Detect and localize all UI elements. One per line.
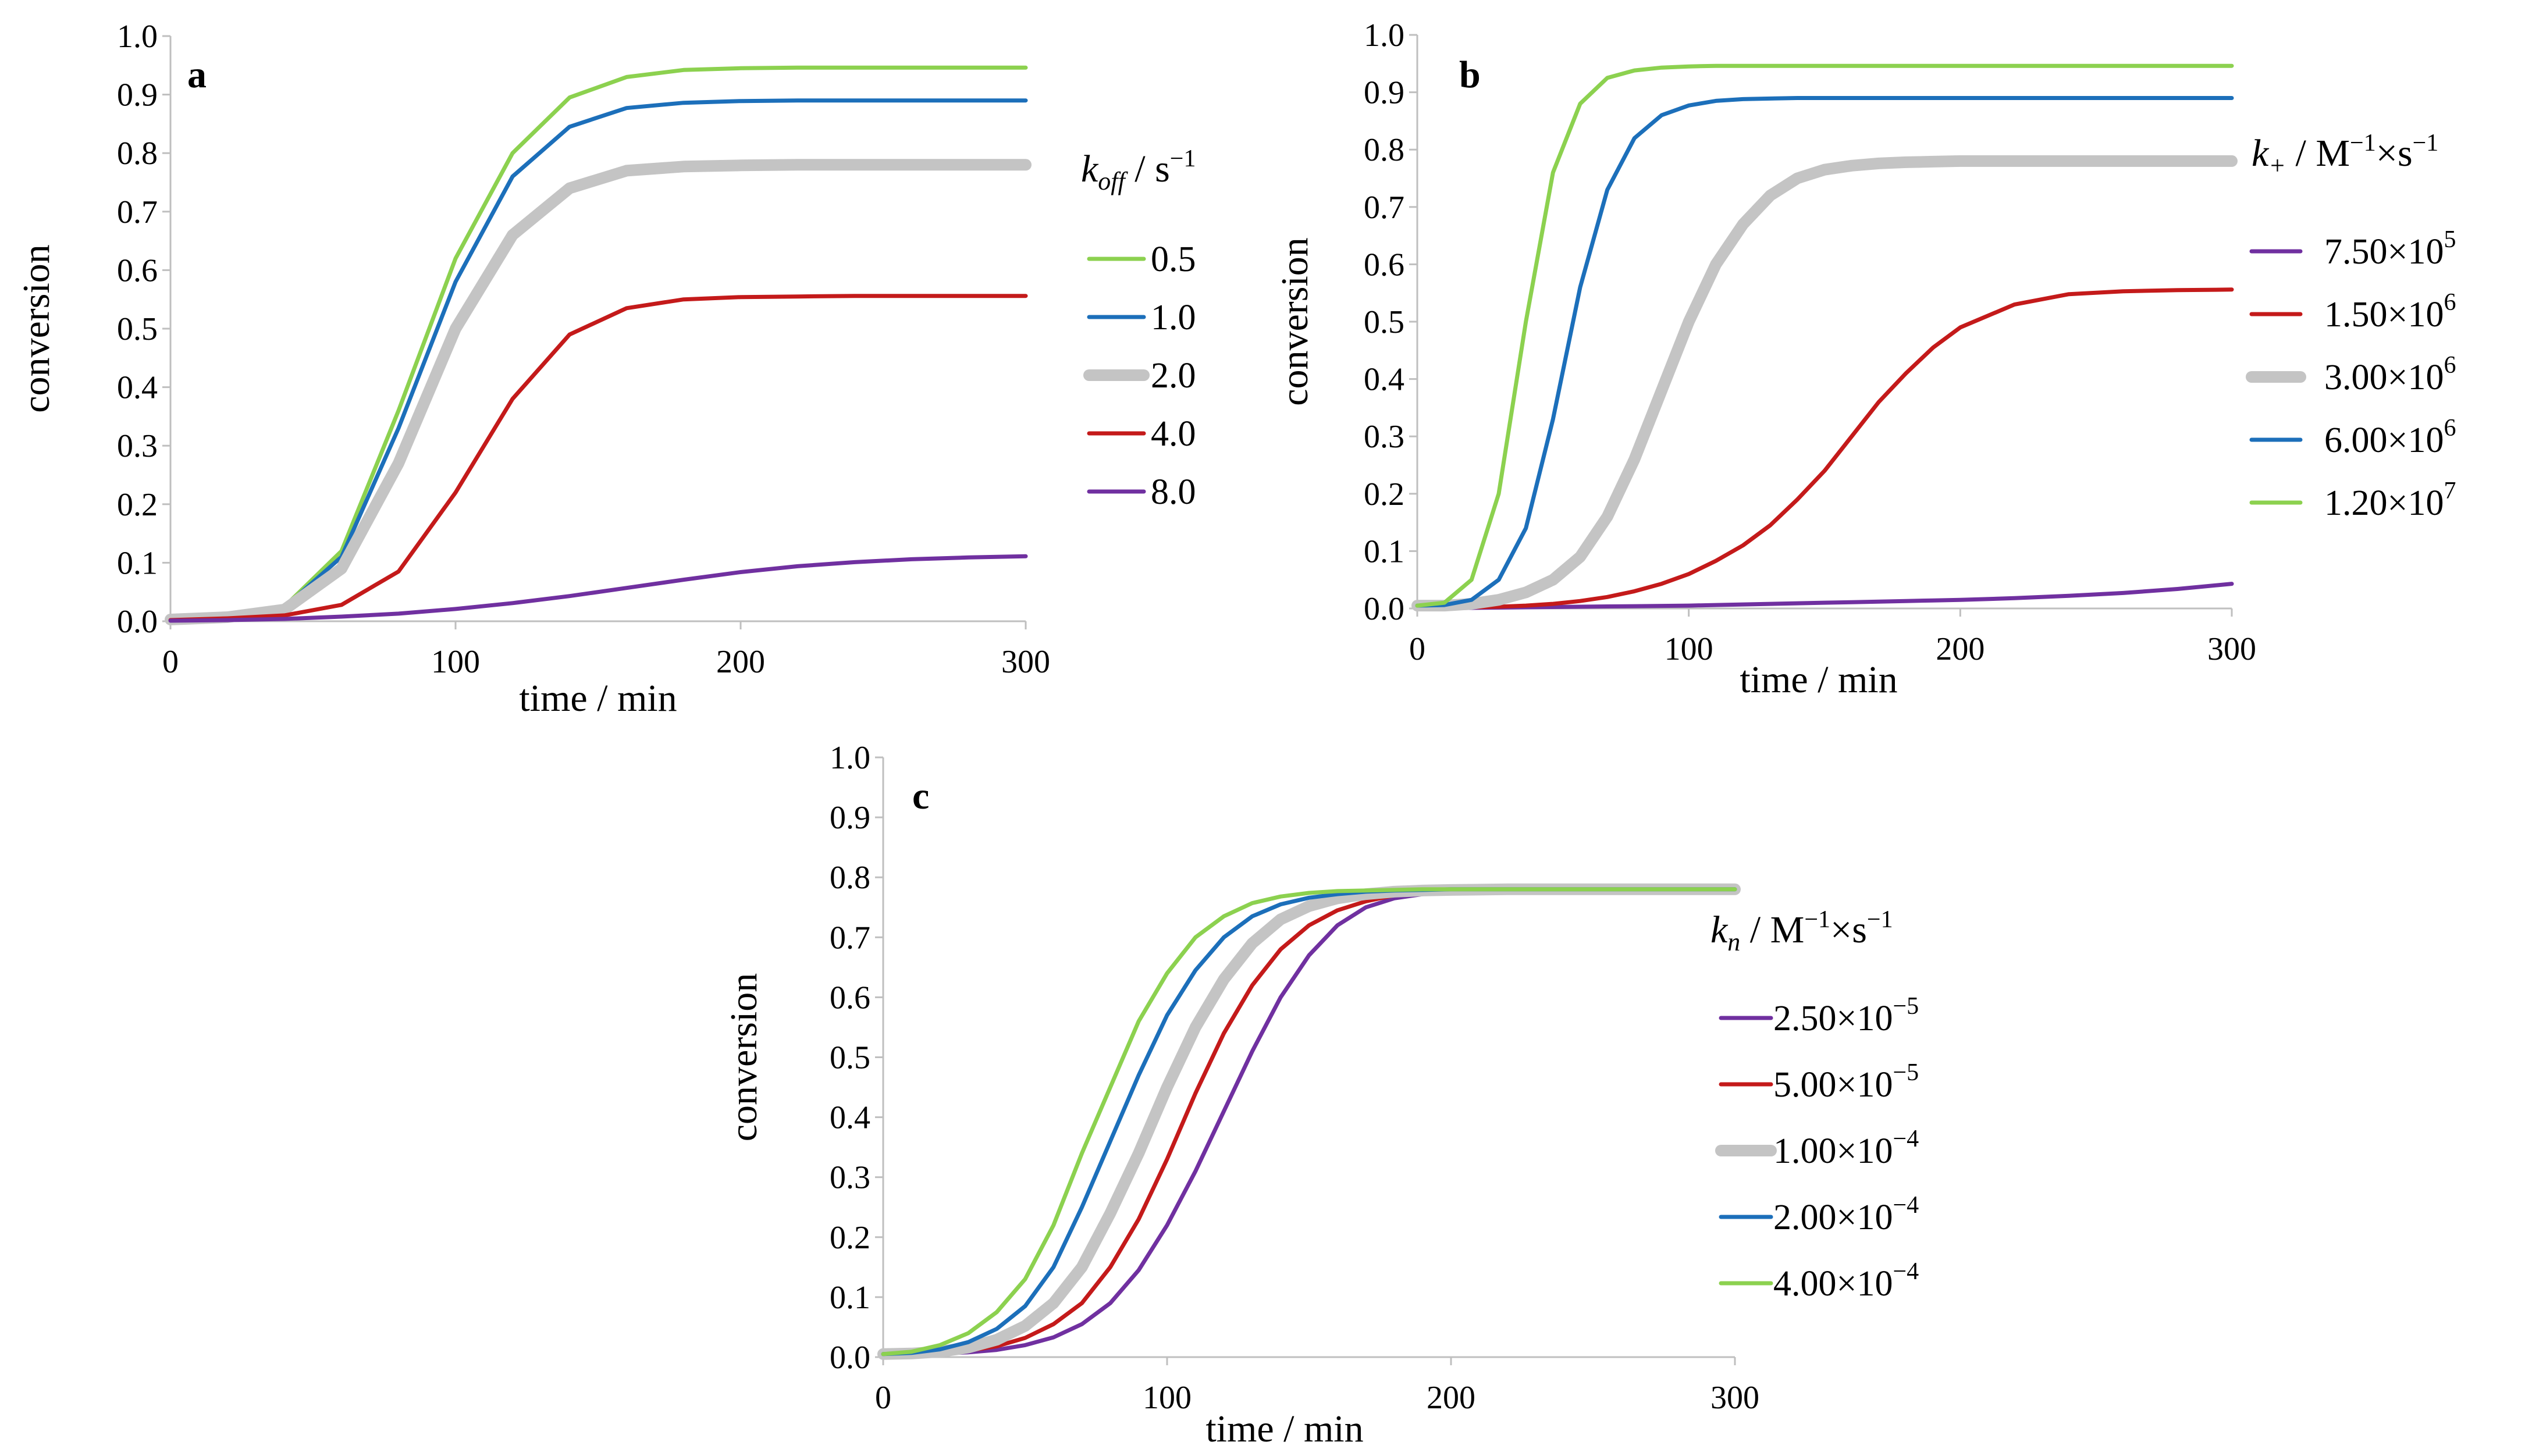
y-tick-label: 1.0	[830, 740, 870, 776]
y-tick-label: 0.5	[1364, 304, 1404, 340]
legend-title: koff / s−1	[1081, 145, 1196, 195]
y-tick-label: 0.1	[830, 1280, 870, 1316]
legend-title: k+ / M−1×s−1	[2252, 130, 2438, 180]
y-tick-label: 0.5	[830, 1040, 870, 1076]
series-line	[165, 159, 1032, 625]
y-tick-label: 0.7	[830, 920, 870, 956]
y-tick-label: 0.2	[830, 1220, 870, 1256]
legend-label: 7.50×105	[2324, 226, 2456, 272]
legend-label: 1.50×106	[2324, 289, 2456, 334]
y-tick-label: 0.3	[1364, 419, 1404, 455]
series-line	[881, 887, 1737, 1357]
legend-label: 4.00×10−4	[1773, 1258, 1919, 1304]
legend-label: 3.00×106	[2324, 352, 2456, 397]
y-tick-label: 0.9	[117, 77, 158, 113]
legend-title: kn / M−1×s−1	[1710, 906, 1893, 956]
legend-label: 1.20×107	[2324, 478, 2456, 523]
panel-label: a	[187, 54, 207, 96]
y-tick-label: 0.1	[117, 545, 158, 581]
y-tick-label: 0.5	[117, 311, 158, 347]
y-tick-label: 0.0	[1364, 591, 1404, 627]
y-tick-label: 0.8	[830, 860, 870, 896]
legend-label: 8.0	[1151, 472, 1196, 512]
x-axis-label: time / min	[519, 677, 677, 720]
x-tick-label: 100	[1665, 631, 1713, 667]
y-tick-label: 0.8	[1364, 132, 1404, 168]
legend-label: 6.00×106	[2324, 415, 2456, 460]
series-line	[881, 887, 1737, 1357]
y-tick-label: 0.4	[830, 1100, 870, 1136]
x-tick-label: 200	[1936, 631, 1985, 667]
y-tick-label: 0.2	[1364, 476, 1404, 512]
legend-label: 2.00×10−4	[1773, 1192, 1919, 1237]
series-line	[168, 554, 1028, 623]
legend-label: 0.5	[1151, 240, 1196, 279]
x-tick-label: 300	[1001, 644, 1050, 680]
x-tick-label: 300	[1710, 1380, 1759, 1416]
y-axis-label: conversion	[1274, 237, 1316, 406]
y-tick-label: 0.7	[1364, 190, 1404, 226]
y-tick-label: 1.0	[117, 19, 158, 55]
series-line	[168, 294, 1028, 622]
panel-c: 0.0 0.1 0.2 0.3 0.4 0.5 0.6 0.7 0.8 0.9 1.0 0 100 200…	[723, 740, 1919, 1450]
series-line	[877, 883, 1741, 1360]
x-tick-label: 200	[716, 644, 765, 680]
x-tick-label: 0	[1409, 631, 1425, 667]
x-tick-label: 200	[1427, 1380, 1475, 1416]
series-line	[168, 65, 1028, 622]
x-tick-label: 100	[431, 644, 480, 680]
x-tick-label: 300	[2207, 631, 2256, 667]
y-tick-label: 0.6	[1364, 247, 1404, 283]
legend-label: 1.00×10−4	[1773, 1126, 1919, 1171]
x-tick-label: 100	[1143, 1380, 1192, 1416]
y-tick-label: 0.6	[830, 980, 870, 1016]
legend-label: 2.50×10−5	[1773, 993, 1919, 1038]
x-tick-label: 0	[875, 1380, 891, 1416]
legend-label: 2.0	[1151, 356, 1196, 396]
x-axis-label: time / min	[1205, 1408, 1363, 1450]
x-axis-label: time / min	[1740, 658, 1897, 701]
panel-a: 0.0 0.1 0.2 0.3 0.4 0.5 0.6 0.7 0.8 0.9 1.0 0 100 200…	[15, 19, 1196, 720]
y-tick-label: 0.4	[117, 370, 158, 406]
y-axis-label: conversion	[723, 973, 765, 1142]
y-tick-label: 0.8	[117, 136, 158, 172]
series-line	[1415, 96, 2234, 608]
legend-label: 1.0	[1151, 298, 1196, 337]
y-tick-label: 0.7	[117, 194, 158, 230]
series-line	[1415, 63, 2234, 608]
y-tick-label: 0.0	[830, 1340, 870, 1376]
y-axis-label: conversion	[15, 244, 58, 413]
series-line	[881, 887, 1737, 1357]
y-tick-label: 0.9	[830, 800, 870, 836]
series-line	[881, 887, 1737, 1357]
panel-label: c	[912, 775, 929, 817]
y-tick-label: 0.2	[117, 487, 158, 523]
legend-label: 4.0	[1151, 414, 1196, 454]
y-tick-label: 0.0	[117, 604, 158, 640]
series-line	[1411, 155, 2238, 612]
panel-label: b	[1459, 54, 1481, 96]
series-line	[1415, 287, 2234, 611]
x-tick-label: 0	[162, 644, 179, 680]
y-tick-label: 0.9	[1364, 75, 1404, 111]
legend-label: 5.00×10−5	[1773, 1059, 1919, 1105]
y-tick-label: 0.6	[117, 252, 158, 289]
y-tick-label: 0.4	[1364, 362, 1404, 398]
panel-b: 0.0 0.1 0.2 0.3 0.4 0.5 0.6 0.7 0.8 0.9 1.0 0 100 200…	[1274, 17, 2456, 701]
y-tick-label: 1.0	[1364, 17, 1404, 54]
y-tick-label: 0.1	[1364, 533, 1404, 569]
y-tick-label: 0.3	[830, 1160, 870, 1196]
y-tick-label: 0.3	[117, 428, 158, 464]
